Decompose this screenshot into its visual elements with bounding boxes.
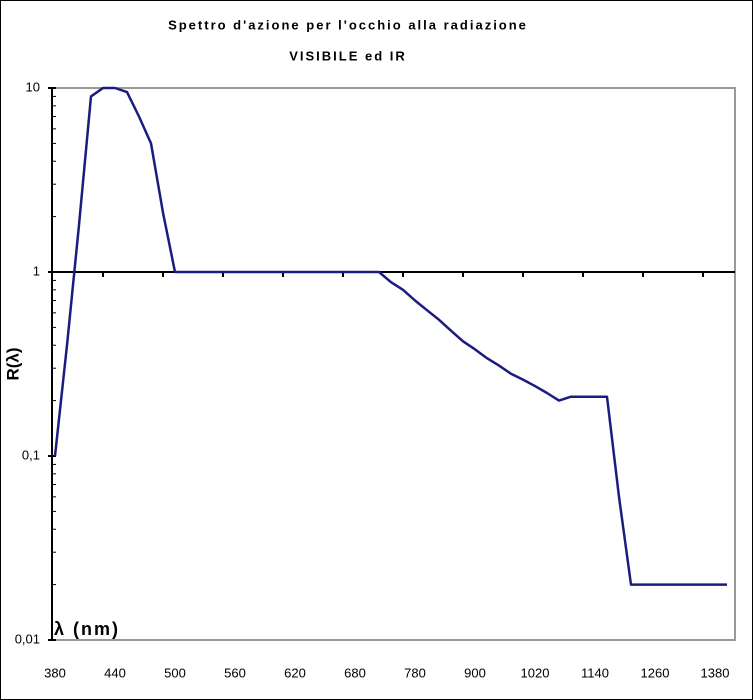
x-tick-label: 440: [104, 665, 126, 680]
x-tick-label: 680: [344, 665, 366, 680]
x-tick-label: 1260: [641, 665, 670, 680]
x-tick-label: 500: [164, 665, 186, 680]
x-tick-label: 900: [464, 665, 486, 680]
x-tick-label: 560: [224, 665, 246, 680]
y-tick-label: 1: [33, 263, 40, 278]
y-tick-label: 10: [26, 79, 40, 94]
chart-title: VISIBILE ed IR: [289, 48, 407, 63]
x-axis-label: λ (nm): [54, 619, 120, 639]
chart-title: Spettro d'azione per l'occhio alla radia…: [168, 17, 528, 32]
y-tick-label: 0,01: [15, 631, 40, 646]
y-axis-label: R(λ): [3, 347, 22, 380]
x-tick-label: 1380: [701, 665, 730, 680]
y-tick-label: 0,1: [22, 447, 40, 462]
x-tick-label: 620: [284, 665, 306, 680]
x-tick-label: 380: [44, 665, 66, 680]
data-line: [53, 86, 727, 586]
x-tick-label: 780: [404, 665, 426, 680]
x-tick-label: 1140: [581, 665, 609, 680]
x-tick-label: 1020: [521, 665, 550, 680]
